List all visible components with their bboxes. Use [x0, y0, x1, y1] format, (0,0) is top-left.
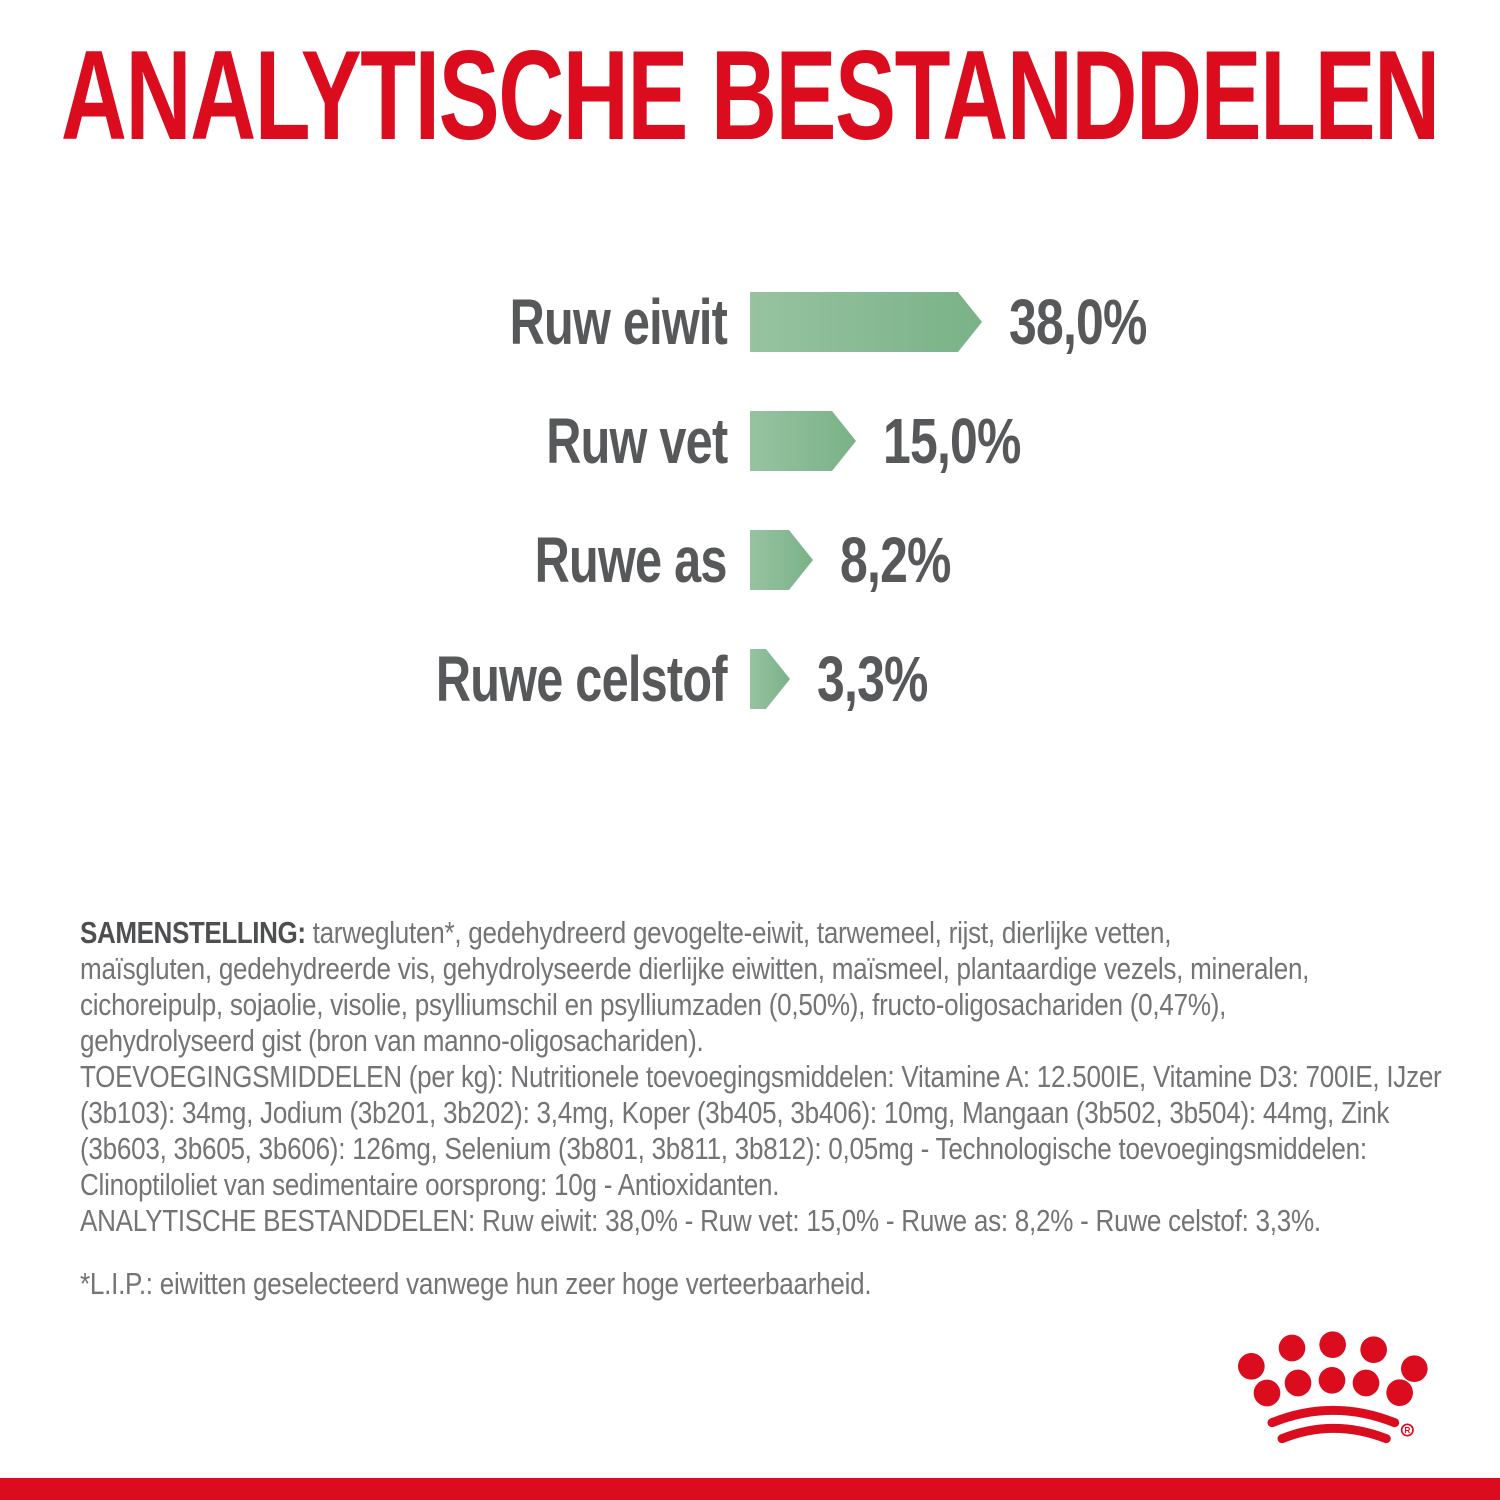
chart-value: 3,3% — [817, 642, 959, 716]
registered-trademark-icon: R — [1400, 1423, 1414, 1437]
bar-ruw-eiwit — [750, 292, 982, 352]
chart-label-text: Ruw vet — [545, 405, 728, 477]
chart-label: Ruw eiwit — [0, 285, 728, 359]
crown-dots — [1238, 1331, 1428, 1407]
bar-ruwe-as — [750, 530, 813, 590]
additives-line: Clinoptiloliet van sedimentaire oorspron… — [80, 1167, 780, 1202]
composition-line: maïsgluten, gedehydreerde vis, gehydroly… — [80, 951, 1310, 986]
composition-line-text: tarwegluten*, gedehydreerd gevogelte-eiw… — [312, 915, 1172, 950]
chart-row-ruwe-as: Ruwe as 8,2% — [0, 524, 1500, 596]
chart-label-text: Ruwe celstof — [436, 643, 728, 715]
chart-value-text: 3,3% — [817, 643, 928, 715]
page-title-wrap: ANALYTISCHE BESTANDDELEN — [0, 28, 1500, 162]
page-title: ANALYTISCHE BESTANDDELEN — [61, 24, 1440, 166]
chart-row-ruw-eiwit: Ruw eiwit 38,0% — [0, 286, 1500, 358]
svg-text:R: R — [1404, 1425, 1410, 1435]
chart-value-text: 8,2% — [840, 524, 951, 596]
chart-value: 15,0% — [883, 404, 1059, 478]
chart-row-ruwe-celstof: Ruwe celstof 3,3% — [0, 643, 1500, 715]
composition-line: gehydrolyseerd gist (bron van manno-olig… — [80, 1023, 704, 1058]
analytical-summary-line: ANALYTISCHE BESTANDDELEN: Ruw eiwit: 38,… — [80, 1203, 1321, 1238]
additives-line: (3b103): 34mg, Jodium (3b201, 3b202): 3,… — [80, 1095, 1390, 1130]
royal-canin-crown-logo-icon: R — [1238, 1331, 1428, 1444]
bar-ruwe-celstof — [750, 649, 790, 709]
additives-line: (3b603, 3b605, 3b606): 126mg, Selenium (… — [80, 1131, 1367, 1166]
chart-value: 38,0% — [1009, 285, 1185, 359]
chart-value-text: 15,0% — [883, 405, 1021, 477]
composition-text-block: SAMENSTELLING: tarwegluten*, gedehydreer… — [80, 915, 1458, 1239]
lip-footnote: *L.I.P.: eiwitten geselecteerd vanwege h… — [80, 1266, 872, 1301]
chart-label: Ruwe as — [0, 523, 728, 597]
crown-base-arcs — [1267, 1405, 1400, 1444]
footer-red-band — [0, 1478, 1500, 1500]
chart-label: Ruw vet — [0, 404, 728, 478]
composition-line: cichoreipulp, sojaolie, visolie, psylliu… — [80, 987, 1227, 1022]
composition-heading: SAMENSTELLING: — [80, 915, 306, 950]
chart-label: Ruwe celstof — [0, 642, 728, 716]
bar-ruw-vet — [750, 411, 856, 471]
chart-label-text: Ruwe as — [534, 524, 728, 596]
chart-value: 8,2% — [840, 523, 982, 597]
additives-line: TOEVOEGINGSMIDDELEN (per kg): Nutritione… — [80, 1059, 1442, 1094]
chart-row-ruw-vet: Ruw vet 15,0% — [0, 405, 1500, 477]
analytical-constituents-chart: Ruw eiwit 38,0% Ruw vet 15,0% Ruwe as 8,… — [0, 286, 1500, 715]
composition-line: SAMENSTELLING: tarwegluten*, gedehydreer… — [80, 915, 1458, 951]
chart-value-text: 38,0% — [1009, 286, 1147, 358]
chart-label-text: Ruw eiwit — [509, 286, 728, 358]
